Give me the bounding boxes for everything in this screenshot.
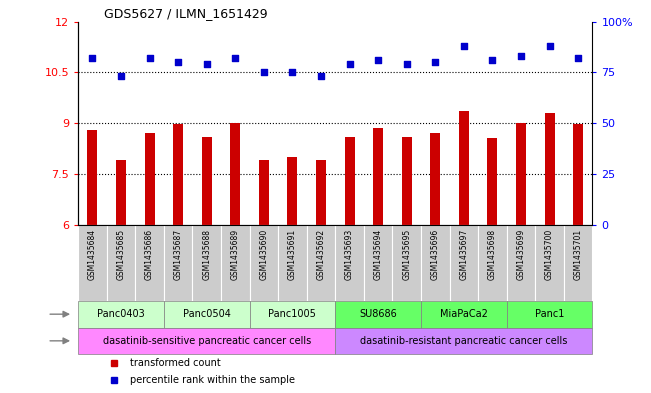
Bar (450, 225, 478, 301)
Bar (173, 124, 183, 225)
Bar (373, 128, 383, 225)
Text: GSM1435690: GSM1435690 (259, 228, 268, 280)
Bar (393, 225, 421, 301)
Point (344, 61, 355, 68)
Point (573, 55, 583, 61)
Point (287, 69, 298, 75)
Bar (364, 225, 393, 301)
Text: GSM1435692: GSM1435692 (316, 228, 326, 280)
Text: transformed count: transformed count (130, 358, 220, 368)
Bar (335, 301, 421, 327)
Text: GSM1435696: GSM1435696 (431, 228, 440, 280)
Text: Panc1005: Panc1005 (268, 309, 316, 319)
Bar (164, 301, 249, 327)
Bar (78, 301, 164, 327)
Bar (164, 225, 193, 301)
Bar (344, 137, 355, 225)
Point (544, 43, 555, 49)
Bar (459, 111, 469, 225)
Text: GSM1435695: GSM1435695 (402, 228, 411, 280)
Point (373, 57, 383, 63)
Point (316, 73, 326, 80)
Bar (478, 225, 506, 301)
Bar (259, 160, 269, 225)
Bar (421, 301, 506, 327)
Text: GSM1435699: GSM1435699 (516, 228, 525, 280)
Text: GSM1435686: GSM1435686 (145, 228, 154, 280)
Text: GSM1435693: GSM1435693 (345, 228, 354, 280)
Bar (278, 225, 307, 301)
Text: GSM1435691: GSM1435691 (288, 228, 297, 280)
Bar (307, 225, 335, 301)
Bar (78, 327, 335, 354)
Bar (421, 225, 450, 301)
Bar (316, 160, 326, 225)
Text: GSM1435700: GSM1435700 (545, 228, 554, 280)
Point (145, 55, 155, 61)
Point (201, 61, 212, 68)
Bar (335, 225, 364, 301)
Text: SU8686: SU8686 (359, 309, 397, 319)
Bar (87, 130, 98, 225)
Bar (249, 301, 335, 327)
Bar (488, 138, 497, 225)
Text: GSM1435688: GSM1435688 (202, 228, 211, 279)
Bar (335, 327, 592, 354)
Bar (107, 225, 135, 301)
Text: GSM1435701: GSM1435701 (574, 228, 583, 280)
Point (458, 43, 469, 49)
Bar (506, 225, 535, 301)
Point (487, 57, 497, 63)
Text: GDS5627 / ILMN_1651429: GDS5627 / ILMN_1651429 (104, 7, 268, 20)
Point (258, 69, 269, 75)
Text: dasatinib-resistant pancreatic cancer cells: dasatinib-resistant pancreatic cancer ce… (360, 336, 568, 346)
Bar (78, 225, 107, 301)
Text: MiaPaCa2: MiaPaCa2 (440, 309, 488, 319)
Text: GSM1435698: GSM1435698 (488, 228, 497, 280)
Text: GSM1435689: GSM1435689 (230, 228, 240, 280)
Text: GSM1435697: GSM1435697 (460, 228, 468, 280)
Bar (564, 225, 592, 301)
Text: GSM1435684: GSM1435684 (88, 228, 97, 280)
Point (402, 61, 412, 68)
Bar (116, 160, 126, 225)
Bar (135, 225, 164, 301)
Bar (287, 157, 298, 225)
Point (116, 73, 126, 80)
Point (230, 55, 240, 61)
Text: percentile rank within the sample: percentile rank within the sample (130, 375, 294, 386)
Bar (573, 124, 583, 225)
Text: Panc0504: Panc0504 (183, 309, 230, 319)
Text: GSM1435685: GSM1435685 (117, 228, 126, 280)
Bar (506, 301, 592, 327)
Text: Panc1: Panc1 (535, 309, 564, 319)
Bar (430, 133, 440, 225)
Text: dasatinib-sensitive pancreatic cancer cells: dasatinib-sensitive pancreatic cancer ce… (103, 336, 311, 346)
Bar (230, 123, 240, 225)
Text: GSM1435687: GSM1435687 (174, 228, 183, 280)
Text: GSM1435694: GSM1435694 (374, 228, 383, 280)
Bar (193, 225, 221, 301)
Point (430, 59, 441, 65)
Bar (202, 137, 212, 225)
Point (516, 53, 526, 59)
Bar (145, 133, 154, 225)
Bar (249, 225, 278, 301)
Bar (535, 225, 564, 301)
Text: Panc0403: Panc0403 (97, 309, 145, 319)
Bar (516, 123, 526, 225)
Bar (544, 113, 555, 225)
Bar (221, 225, 249, 301)
Point (87, 55, 98, 61)
Point (173, 59, 184, 65)
Bar (402, 137, 411, 225)
